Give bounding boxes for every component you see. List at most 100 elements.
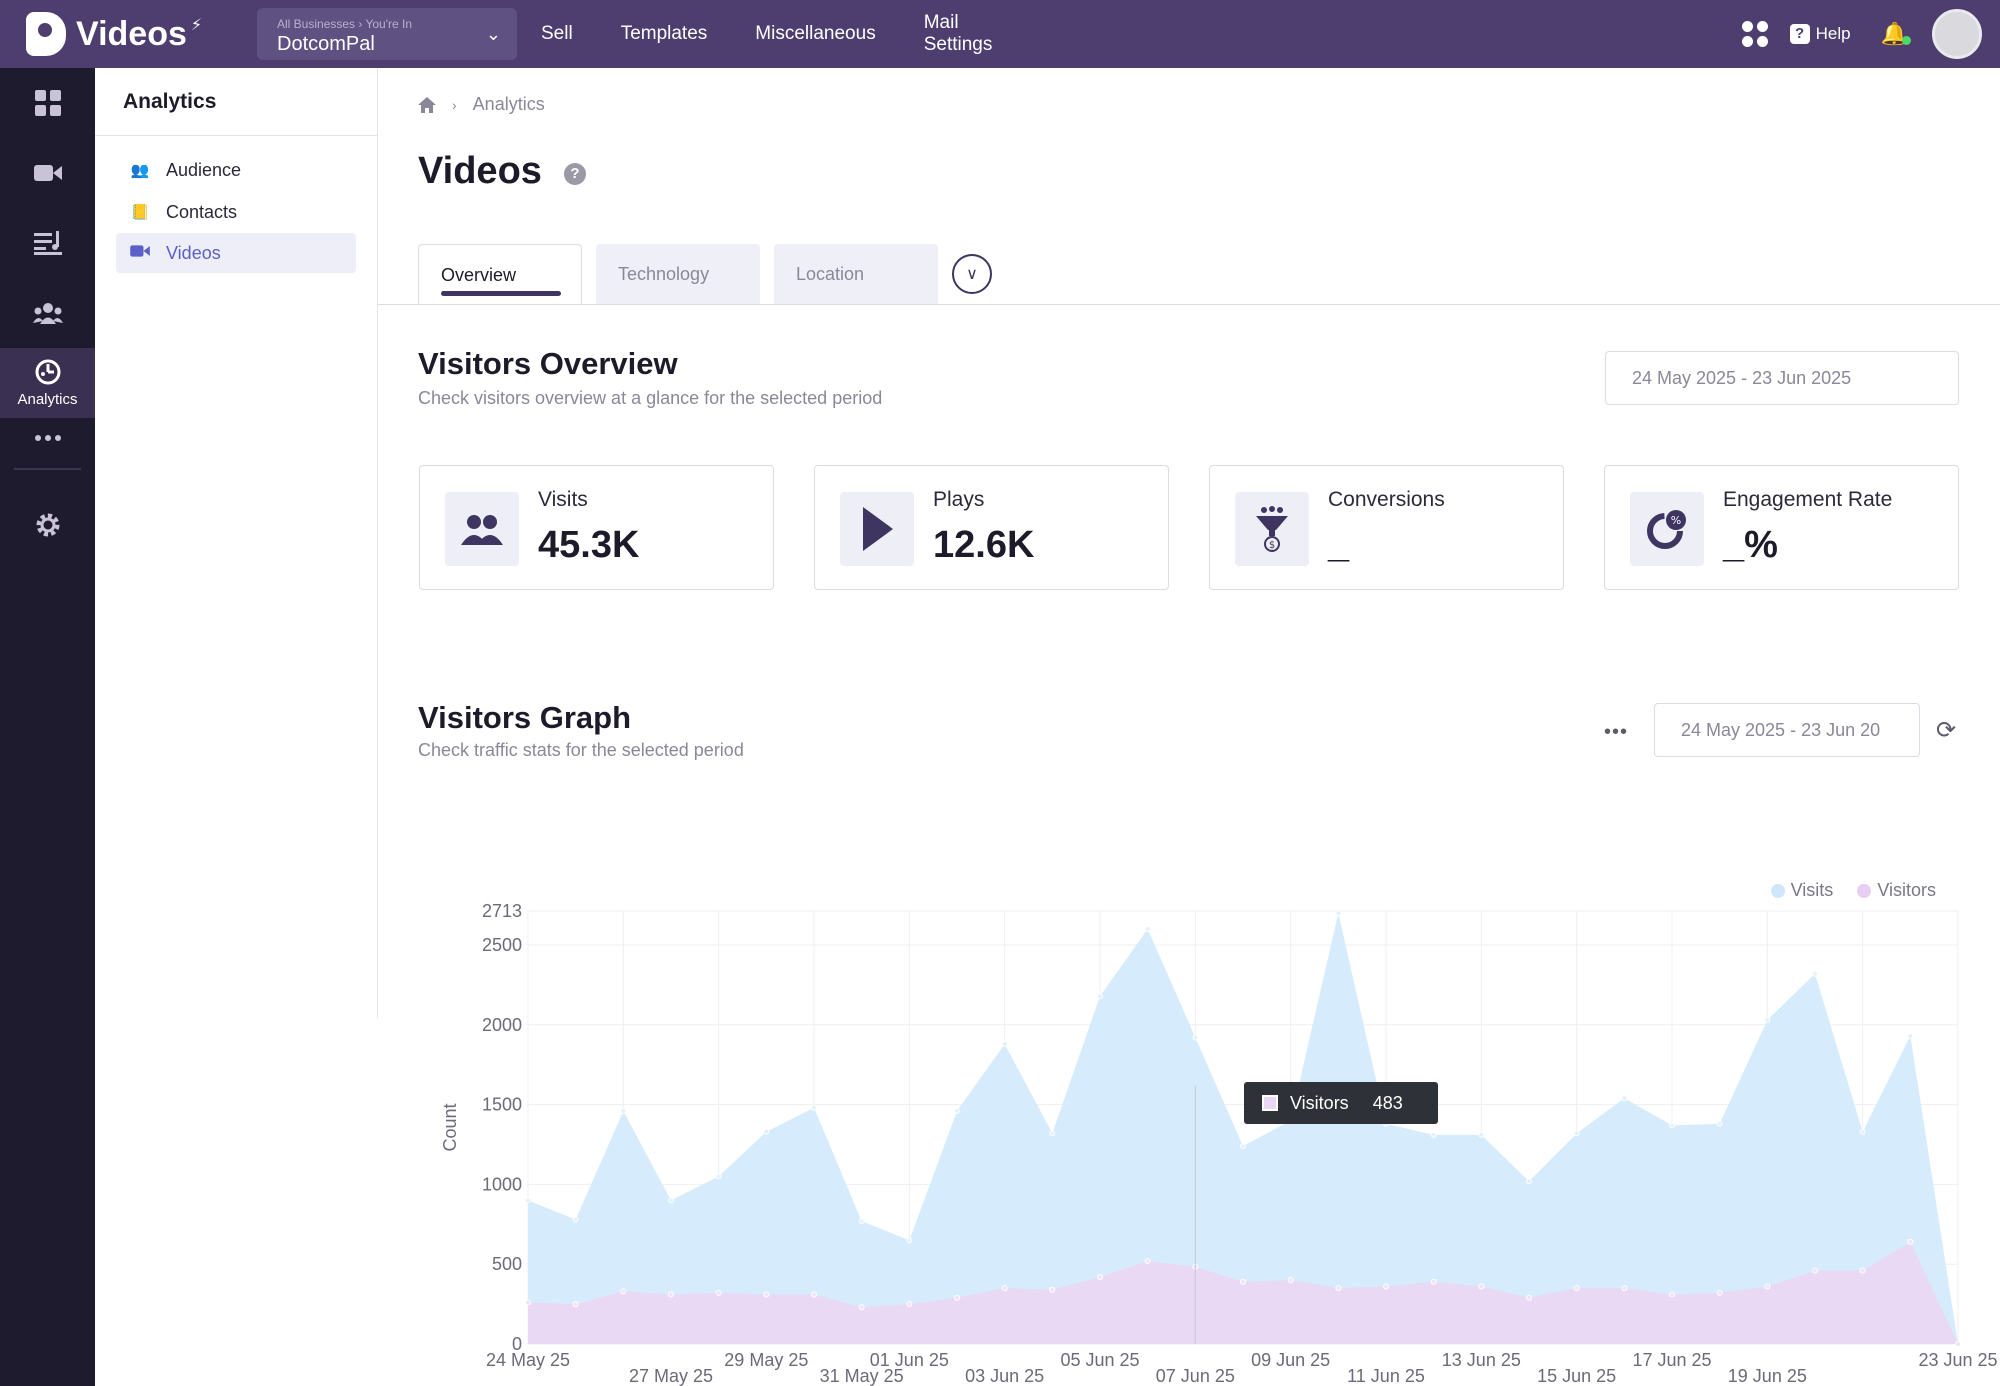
data-point bbox=[954, 1294, 960, 1301]
data-point bbox=[906, 1237, 913, 1244]
help-circle-icon[interactable]: ? bbox=[563, 162, 586, 185]
area-visits bbox=[528, 913, 1958, 1344]
stat-label: Engagement Rate bbox=[1723, 488, 1893, 511]
data-point bbox=[1573, 1285, 1580, 1292]
sidebar-item-videos[interactable]: Videos bbox=[116, 233, 356, 273]
top-bar: Videos ⚡ All Businesses › You're In Dotc… bbox=[0, 0, 2000, 68]
data-point bbox=[620, 1288, 627, 1295]
tab-technology[interactable]: Technology bbox=[596, 244, 760, 304]
stat-card-engagement-rate: % Engagement Rate _% bbox=[1604, 465, 1959, 590]
brand-name: Videos bbox=[76, 14, 187, 53]
more-options-icon[interactable]: ••• bbox=[1604, 721, 1629, 743]
sidebar-item-label: Videos bbox=[166, 242, 221, 263]
apps-grid-icon[interactable] bbox=[1741, 21, 1768, 47]
tab-bar: Overview Technology Location ∨ bbox=[418, 244, 992, 304]
data-point bbox=[763, 1128, 770, 1135]
legend-item-visits[interactable]: Visits bbox=[1770, 880, 1833, 901]
rail-settings[interactable] bbox=[0, 490, 95, 560]
dashboard-icon bbox=[34, 90, 61, 116]
graph-title: Visitors Graph bbox=[418, 700, 632, 735]
contacts-book-icon: 📒 bbox=[130, 204, 150, 221]
legend-label: Visitors bbox=[1877, 880, 1936, 900]
x-tick-label: 15 Jun 25 bbox=[1537, 1366, 1616, 1386]
sidebar-item-audience[interactable]: 👥 Audience bbox=[116, 150, 356, 190]
data-point bbox=[1716, 1120, 1723, 1127]
nav-sell[interactable]: Sell bbox=[541, 23, 573, 44]
x-tick-label: 17 Jun 25 bbox=[1632, 1350, 1711, 1370]
page-title: Videos ? bbox=[418, 150, 586, 193]
x-tick-label: 05 Jun 25 bbox=[1060, 1350, 1139, 1370]
nav-miscellaneous[interactable]: Miscellaneous bbox=[755, 23, 876, 44]
chevron-right-icon: › bbox=[452, 96, 457, 113]
legend-item-visitors[interactable]: Visitors bbox=[1857, 880, 1936, 901]
rail-analytics[interactable]: Analytics bbox=[0, 348, 95, 418]
rail-videos[interactable] bbox=[0, 138, 95, 208]
data-point bbox=[668, 1197, 674, 1204]
rail-dashboard[interactable] bbox=[0, 68, 95, 138]
data-point bbox=[1049, 1130, 1056, 1137]
data-point bbox=[525, 1299, 531, 1306]
chevron-down-icon: ⌄ bbox=[485, 24, 501, 44]
tab-overview[interactable]: Overview bbox=[418, 244, 582, 304]
data-point bbox=[1144, 1258, 1151, 1265]
business-selector[interactable]: All Businesses › You're In DotcomPal ⌄ bbox=[257, 8, 517, 60]
data-point bbox=[906, 1301, 913, 1308]
rail-analytics-label: Analytics bbox=[17, 390, 78, 408]
overview-date-range[interactable]: 24 May 2025 - 23 Jun 2025 bbox=[1605, 351, 1959, 405]
avatar[interactable] bbox=[1932, 9, 1982, 59]
funnel-dollar-icon: $ bbox=[1235, 492, 1309, 566]
graph-date-range[interactable]: 24 May 2025 - 23 Jun 20 bbox=[1654, 703, 1920, 757]
y-tick-label: 500 bbox=[492, 1254, 522, 1274]
data-point bbox=[1097, 1273, 1103, 1280]
legend-swatch bbox=[1857, 883, 1872, 898]
y-tick-label: 0 bbox=[512, 1334, 522, 1354]
rail-playlists[interactable] bbox=[0, 208, 95, 278]
data-point bbox=[1287, 1277, 1294, 1284]
rail-audience[interactable] bbox=[0, 278, 95, 348]
refresh-icon[interactable]: ⟳ bbox=[1936, 717, 1957, 744]
x-tick-label: 11 Jun 25 bbox=[1347, 1366, 1425, 1386]
data-point bbox=[954, 1107, 960, 1114]
x-tick-label: 09 Jun 25 bbox=[1251, 1350, 1330, 1370]
data-point bbox=[1859, 1128, 1866, 1135]
more-tabs-chevron-icon[interactable]: ∨ bbox=[952, 254, 992, 294]
data-point bbox=[1049, 1286, 1056, 1293]
sidebar-item-contacts[interactable]: 📒 Contacts bbox=[116, 192, 356, 232]
nav-templates[interactable]: Templates bbox=[620, 23, 708, 44]
visitors-chart: 0 500 1000 1500 2000 2500 2713 24 May 25 27 May … bbox=[418, 796, 2000, 1386]
data-point bbox=[1430, 1278, 1437, 1285]
data-point bbox=[1573, 1130, 1580, 1137]
data-point bbox=[572, 1216, 579, 1223]
home-icon[interactable] bbox=[418, 96, 436, 113]
top-right-tools: ? Help 🔔 bbox=[1741, 9, 1982, 59]
y-tick-label: 2713 bbox=[482, 901, 522, 921]
stat-value: _ bbox=[1328, 524, 1350, 566]
tab-location[interactable]: Location bbox=[774, 244, 938, 304]
x-tick-label: 27 May 25 bbox=[629, 1366, 713, 1386]
data-point bbox=[572, 1301, 579, 1308]
y-tick-label: 2500 bbox=[482, 935, 522, 955]
tooltip-value: 483 bbox=[1372, 1092, 1403, 1113]
data-point bbox=[1907, 1238, 1914, 1245]
area-visitors bbox=[528, 1241, 1958, 1344]
data-point bbox=[668, 1291, 674, 1298]
graph-subtitle: Check traffic stats for the selected per… bbox=[418, 740, 744, 760]
bell-icon[interactable]: 🔔 bbox=[1881, 21, 1911, 47]
x-tick-label: 19 Jun 25 bbox=[1728, 1366, 1807, 1386]
brand[interactable]: Videos ⚡ bbox=[26, 12, 241, 56]
brand-logo-icon bbox=[26, 12, 66, 56]
stat-value: _% bbox=[1723, 524, 1778, 566]
data-point bbox=[1001, 1285, 1008, 1292]
legend-swatch bbox=[1770, 883, 1785, 898]
page-title-text: Videos bbox=[418, 150, 542, 192]
rail-divider bbox=[14, 468, 81, 470]
tooltip-series: Visitors bbox=[1290, 1092, 1349, 1113]
help-button[interactable]: ? Help bbox=[1789, 24, 1851, 44]
tabs-divider bbox=[378, 304, 2000, 305]
x-tick-label: 13 Jun 25 bbox=[1442, 1350, 1521, 1370]
rail-more[interactable] bbox=[0, 418, 95, 458]
breadcrumb-current[interactable]: Analytics bbox=[472, 94, 545, 114]
tooltip-swatch bbox=[1262, 1095, 1278, 1111]
nav-mail-settings[interactable]: Mail Settings bbox=[923, 12, 993, 55]
chart-tooltip: Visitors 483 bbox=[1244, 1082, 1438, 1124]
